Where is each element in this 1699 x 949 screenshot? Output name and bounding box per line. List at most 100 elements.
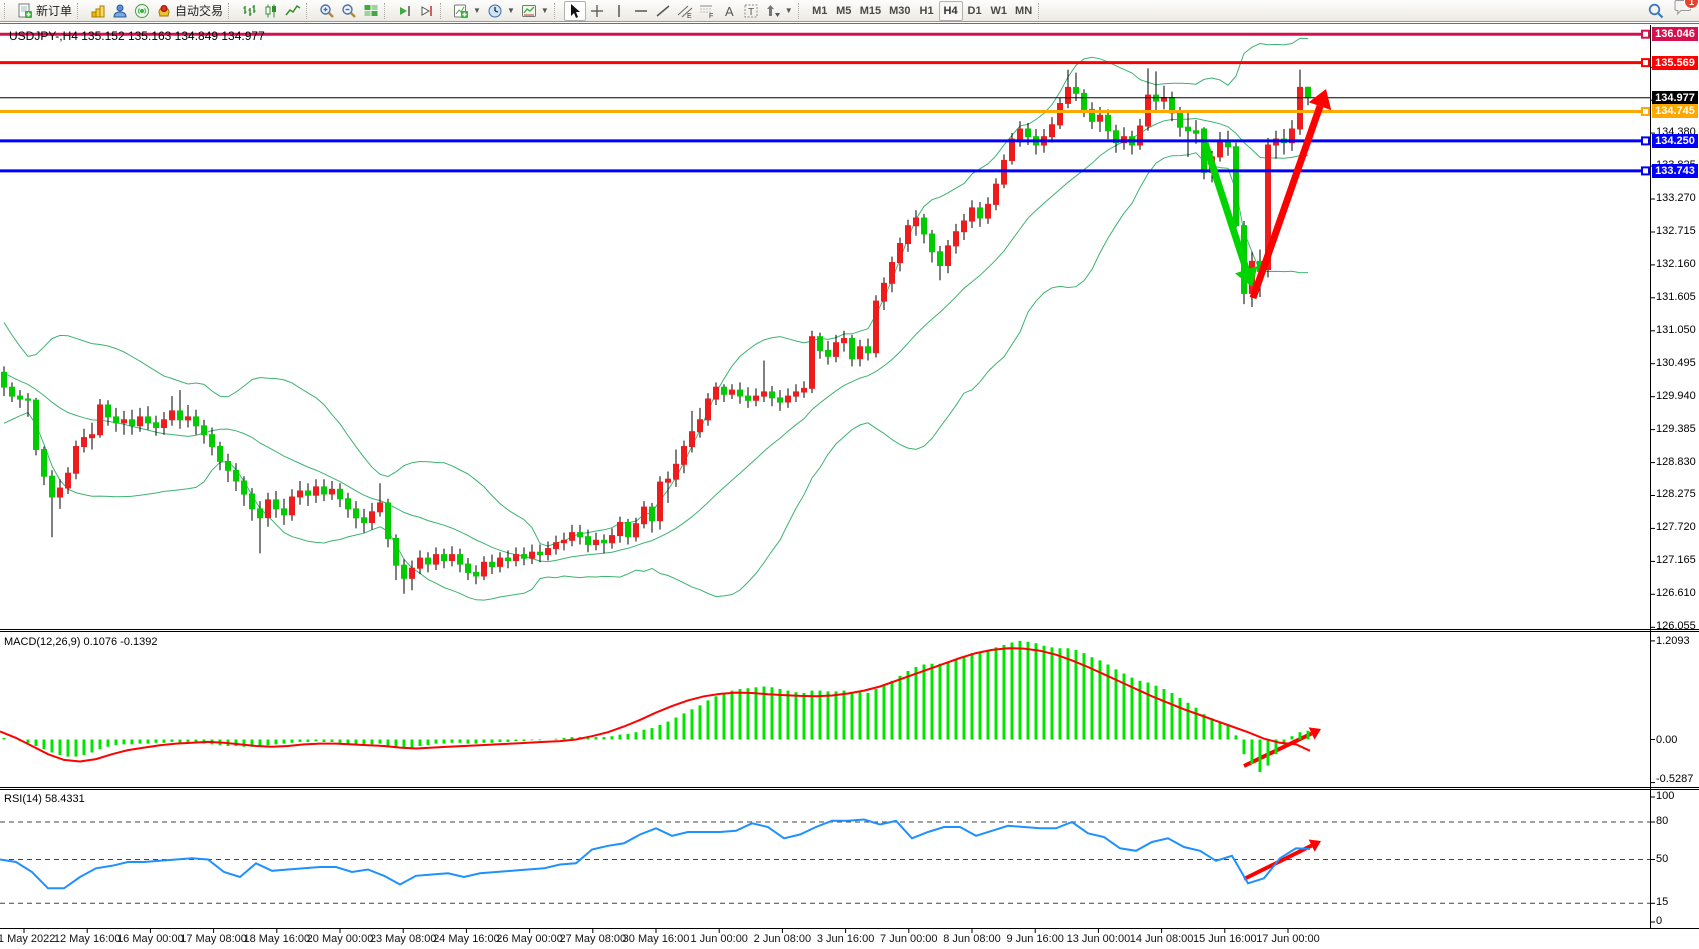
zoom-out-button[interactable] [338,1,360,21]
timeframe-mn-button[interactable]: MN [1015,4,1033,17]
auto-scroll-button[interactable] [394,1,416,21]
up-projection-arrow[interactable] [1249,89,1332,300]
rsi-axis-100: 100 [1656,790,1675,802]
price-label-135.569[interactable]: 135.569 [1652,55,1698,70]
shift-chart-icon [419,3,435,19]
equidistant-channel-icon: E [677,3,693,19]
timeframe-h1-button[interactable]: H1 [919,4,934,17]
arrows-icon [765,3,781,19]
text-button[interactable]: A [718,1,740,21]
new-order-label: 新订单 [36,4,73,18]
time-label-19: 15 Jun 16:00 [1192,933,1257,945]
hline-button[interactable] [630,1,652,21]
candle-chart-button[interactable] [260,1,282,21]
cursor-button[interactable] [563,0,586,21]
svg-text:E: E [687,13,692,19]
timeframe-m15-button[interactable]: M15 [859,4,882,17]
time-label-9: 27 May 08:00 [559,933,627,945]
price-label-134.250[interactable]: 134.250 [1652,133,1698,148]
svg-text:A: A [725,4,734,19]
vline-icon [611,3,627,19]
down-impulse-arrow[interactable] [1201,141,1258,287]
vline-button[interactable] [608,1,630,21]
price-tick-128.275: 128.275 [1656,488,1696,501]
horizontal-line-134.250[interactable] [0,136,1650,146]
toolbar-separator [4,2,11,19]
svg-text:F: F [709,13,713,19]
macd-axis-zero: 0.00 [1656,733,1678,746]
notification-badge: 1 [1684,0,1699,9]
arrows-button[interactable]: ▼ [762,1,796,21]
text-label-button[interactable]: T [740,1,762,21]
chevron-down-icon[interactable]: ▼ [506,6,515,15]
chevron-down-icon[interactable]: ▼ [784,6,793,15]
profile-button[interactable] [109,1,131,21]
timeframe-w1-button[interactable]: W1 [990,4,1008,17]
macd-axis-min: -0.5287 [1656,772,1694,785]
chat-icon[interactable]: 1 [1673,0,1699,22]
bar-chart-button[interactable] [238,1,260,21]
time-label-18: 14 Jun 08:00 [1129,933,1194,945]
signals-button[interactable] [131,1,153,21]
templates-button[interactable]: ▼ [518,1,552,21]
horizontal-line-135.569[interactable] [0,58,1650,68]
axis-ticks [23,66,1655,933]
price-tick-131.050: 131.050 [1656,323,1696,336]
auto-scroll-icon [397,3,413,19]
time-label-2: 16 May 00:00 [117,933,184,945]
price-tick-132.715: 132.715 [1656,224,1696,237]
toolbar-separator [1038,2,1045,19]
templates-icon [521,3,537,19]
zoom-in-button[interactable] [316,1,338,21]
signals-icon [134,3,150,19]
fibonacci-button[interactable]: F [696,1,718,21]
autotrade-button[interactable]: 自动交易 [153,1,226,21]
line-chart-button[interactable] [282,1,304,21]
time-label-20: 17 Jun 00:00 [1256,933,1320,945]
timeframe-m5-button[interactable]: M5 [836,4,852,17]
toolbar-separator [228,2,235,19]
market-button[interactable] [87,1,109,21]
horizontal-line-136.046[interactable] [0,29,1650,39]
time-label-15: 8 Jun 08:00 [943,933,1001,945]
rsi-axis-80: 80 [1656,815,1669,827]
chevron-down-icon[interactable]: ▼ [473,6,481,15]
tile-windows-button[interactable] [360,1,382,21]
horizontal-line-134.745[interactable] [0,107,1650,116]
timeframe-d1-button[interactable]: D1 [967,4,982,17]
equidistant-channel-button[interactable]: E [674,1,696,21]
time-label-5: 20 May 00:00 [306,933,374,945]
crosshair-icon [589,3,605,19]
horizontal-line-133.743[interactable] [0,166,1650,176]
toolbar-separator [306,2,313,19]
time-label-11: 1 Jun 00:00 [690,933,748,945]
price-tick-131.605: 131.605 [1656,290,1696,303]
macd-signal-line [0,647,1311,763]
tile-windows-icon [363,3,379,19]
timeframe-m30-button[interactable]: M30 [889,4,911,17]
time-label-0: 11 May 2022 [0,933,56,945]
indicators-button[interactable]: ▼ [450,1,484,21]
price-label-136.046[interactable]: 136.046 [1652,27,1698,42]
price-tick-127.165: 127.165 [1656,554,1696,567]
timeframe-m1-button[interactable]: M1 [812,4,828,17]
periods-button[interactable]: ▼ [484,1,518,21]
chevron-down-icon[interactable]: ▼ [540,6,549,15]
time-label-16: 9 Jun 16:00 [1006,933,1064,945]
price-tick-127.720: 127.720 [1656,521,1696,534]
trendline-button[interactable] [652,1,674,21]
time-label-7: 24 May 16:00 [433,933,500,945]
new-order-button[interactable]: 新订单 [14,1,75,21]
timeframe-h4-button[interactable]: H4 [938,0,963,21]
price-label-134.745[interactable]: 134.745 [1652,104,1698,119]
shift-chart-button[interactable] [416,1,438,21]
toolbar-separator [797,2,805,19]
price-label-133.743[interactable]: 133.743 [1652,163,1698,178]
crosshair-button[interactable] [586,1,608,21]
pane-separator[interactable] [0,629,1699,929]
search-icon[interactable] [1647,2,1665,20]
time-label-10: 30 May 16:00 [622,933,690,945]
price-tick-133.270: 133.270 [1656,192,1696,205]
candlesticks [1,68,1311,594]
